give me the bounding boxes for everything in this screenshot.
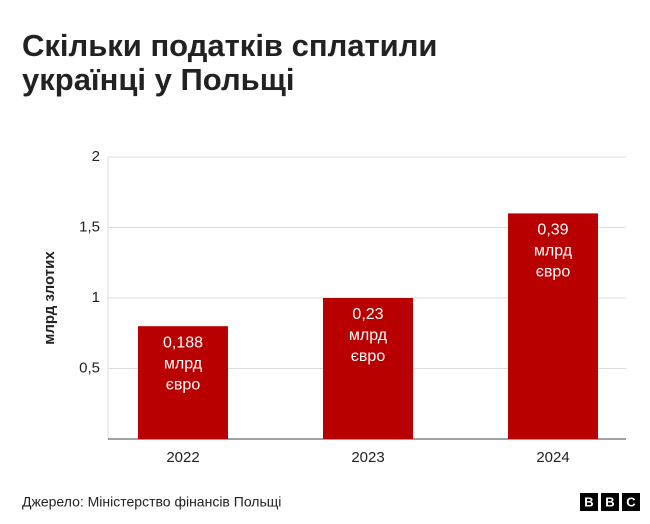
bar-label: 0,188 (163, 334, 203, 351)
bar-label: млрд (164, 355, 203, 372)
y-axis-label: млрд злотих (41, 251, 58, 345)
y-tick-label: 0,5 (79, 359, 100, 376)
logo-letter: B (605, 494, 614, 509)
bar-label: 0,39 (537, 222, 568, 239)
bar-label: євро (536, 264, 571, 281)
x-tick-label: 2024 (536, 449, 569, 466)
logo-box (580, 493, 598, 511)
y-tick-label: 1,5 (79, 218, 100, 235)
bar-label: євро (166, 376, 201, 393)
y-tick-label: 1 (92, 289, 100, 306)
logo-letter: B (584, 494, 593, 509)
x-tick-label: 2022 (166, 449, 199, 466)
bar-label: млрд (349, 327, 388, 344)
y-tick-label: 2 (92, 148, 100, 165)
source: Джерело: Міністерство фінансів Польщі (22, 494, 281, 510)
bar (323, 298, 413, 439)
bar-label: млрд (534, 243, 573, 260)
bar-label: 0,23 (352, 306, 383, 323)
logo-letter: C (626, 494, 636, 509)
bar (508, 213, 598, 439)
x-tick-label: 2023 (351, 449, 384, 466)
chart-title: Скільки податків сплатили (22, 28, 438, 63)
logo-box (601, 493, 619, 511)
chart-title: українці у Польщі (22, 62, 294, 97)
bar-label: євро (351, 348, 386, 365)
bar (138, 326, 228, 439)
logo-box (622, 493, 640, 511)
